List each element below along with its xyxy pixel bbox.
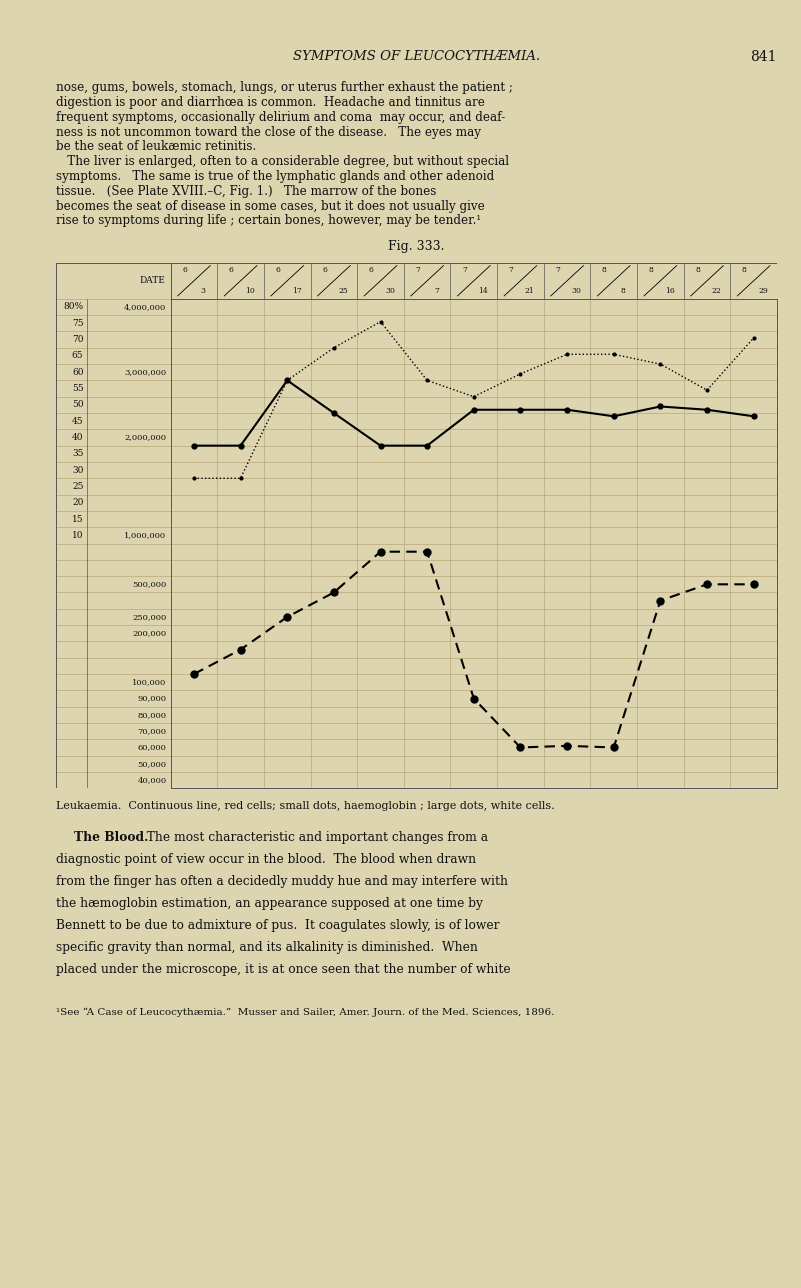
Text: tissue.   (See Plate XVIII.–C, Fig. 1.)   The marrow of the bones: tissue. (See Plate XVIII.–C, Fig. 1.) Th… xyxy=(56,185,437,198)
Text: 8: 8 xyxy=(695,267,700,274)
Text: 6: 6 xyxy=(182,267,187,274)
Text: specific gravity than normal, and its alkalinity is diminished.  When: specific gravity than normal, and its al… xyxy=(56,942,478,954)
Text: 7: 7 xyxy=(434,287,439,295)
Text: 200,000: 200,000 xyxy=(132,630,167,638)
Text: SYMPTOMS OF LEUCOCYTHÆMIA.: SYMPTOMS OF LEUCOCYTHÆMIA. xyxy=(293,50,540,63)
Text: diagnostic point of view occur in the blood.  The blood when drawn: diagnostic point of view occur in the bl… xyxy=(56,853,477,866)
Text: 100,000: 100,000 xyxy=(132,679,167,687)
Text: The Blood.: The Blood. xyxy=(74,831,148,844)
Text: 21: 21 xyxy=(525,287,534,295)
Text: the hæmoglobin estimation, an appearance supposed at one time by: the hæmoglobin estimation, an appearance… xyxy=(56,896,483,911)
Text: The liver is enlarged, often to a considerable degree, but without special: The liver is enlarged, often to a consid… xyxy=(56,156,509,169)
Text: placed under the microscope, it is at once seen that the number of white: placed under the microscope, it is at on… xyxy=(56,963,511,976)
Text: 10: 10 xyxy=(72,531,83,540)
Text: 35: 35 xyxy=(72,450,83,459)
Text: 3,000,000: 3,000,000 xyxy=(124,368,167,376)
Text: 20: 20 xyxy=(72,498,83,507)
Text: 40: 40 xyxy=(72,433,83,442)
Text: 50,000: 50,000 xyxy=(138,760,167,768)
Text: 30: 30 xyxy=(385,287,395,295)
Text: 60,000: 60,000 xyxy=(138,743,167,751)
Text: 6: 6 xyxy=(322,267,327,274)
Text: 1,000,000: 1,000,000 xyxy=(124,532,167,540)
Text: 7: 7 xyxy=(555,267,560,274)
Text: digestion is poor and diarrhœa is common.  Headache and tinnitus are: digestion is poor and diarrhœa is common… xyxy=(56,97,485,109)
Text: 30: 30 xyxy=(72,466,83,474)
Text: 50: 50 xyxy=(72,401,83,410)
Text: 6: 6 xyxy=(276,267,280,274)
Text: 70: 70 xyxy=(72,335,83,344)
Text: ness is not uncommon toward the close of the disease.   The eyes may: ness is not uncommon toward the close of… xyxy=(56,126,481,139)
Text: frequent symptoms, occasionally delirium and coma  may occur, and deaf-: frequent symptoms, occasionally delirium… xyxy=(56,111,505,124)
Text: The most characteristic and important changes from a: The most characteristic and important ch… xyxy=(139,831,488,844)
Text: 7: 7 xyxy=(416,267,421,274)
Text: symptoms.   The same is true of the lymphatic glands and other adenoid: symptoms. The same is true of the lympha… xyxy=(56,170,494,183)
Text: 7: 7 xyxy=(509,267,513,274)
Text: 500,000: 500,000 xyxy=(132,581,167,589)
Text: ¹See “A Case of Leucocythæmia.”  Musser and Sailer, Amer. Journ. of the Med. Sci: ¹See “A Case of Leucocythæmia.” Musser a… xyxy=(56,1007,554,1016)
Text: Bennett to be due to admixture of pus.  It coagulates slowly, is of lower: Bennett to be due to admixture of pus. I… xyxy=(56,920,500,933)
Text: 75: 75 xyxy=(72,319,83,327)
Text: 14: 14 xyxy=(478,287,488,295)
Text: 8: 8 xyxy=(602,267,607,274)
Text: 22: 22 xyxy=(711,287,721,295)
Text: 8: 8 xyxy=(742,267,747,274)
Text: 29: 29 xyxy=(758,287,768,295)
Text: 841: 841 xyxy=(751,50,777,63)
Text: 45: 45 xyxy=(72,417,83,425)
Text: 10: 10 xyxy=(245,287,255,295)
Text: 60: 60 xyxy=(72,368,83,376)
Text: nose, gums, bowels, stomach, lungs, or uterus further exhaust the patient ;: nose, gums, bowels, stomach, lungs, or u… xyxy=(56,81,513,94)
Text: Fig. 333.: Fig. 333. xyxy=(388,240,445,252)
Text: from the finger has often a decidedly muddy hue and may interfere with: from the finger has often a decidedly mu… xyxy=(56,875,508,887)
Text: Leukaemia.  Continuous line, red cells; small dots, haemoglobin ; large dots, wh: Leukaemia. Continuous line, red cells; s… xyxy=(56,801,555,811)
Text: 4,000,000: 4,000,000 xyxy=(124,303,167,310)
Text: 80%: 80% xyxy=(63,303,83,312)
Text: 7: 7 xyxy=(462,267,467,274)
Text: 65: 65 xyxy=(72,352,83,361)
Text: 17: 17 xyxy=(292,287,301,295)
Text: 30: 30 xyxy=(571,287,582,295)
Text: 2,000,000: 2,000,000 xyxy=(124,434,167,442)
Text: 3: 3 xyxy=(201,287,206,295)
Text: 16: 16 xyxy=(665,287,674,295)
Text: 6: 6 xyxy=(368,267,373,274)
Text: rise to symptoms during life ; certain bones, however, may be tender.¹: rise to symptoms during life ; certain b… xyxy=(56,215,481,228)
Text: be the seat of leukæmic retinitis.: be the seat of leukæmic retinitis. xyxy=(56,140,256,153)
Text: 90,000: 90,000 xyxy=(138,694,167,702)
Text: DATE: DATE xyxy=(139,277,165,285)
Text: 6: 6 xyxy=(229,267,234,274)
Text: 8: 8 xyxy=(621,287,626,295)
Text: 25: 25 xyxy=(338,287,348,295)
Text: 8: 8 xyxy=(649,267,654,274)
Text: 40,000: 40,000 xyxy=(137,777,167,784)
Text: 70,000: 70,000 xyxy=(138,728,167,735)
Text: 250,000: 250,000 xyxy=(132,613,167,621)
Text: 55: 55 xyxy=(72,384,83,393)
Text: 25: 25 xyxy=(72,482,83,491)
Text: 15: 15 xyxy=(72,515,83,523)
Text: 80,000: 80,000 xyxy=(138,711,167,719)
Text: becomes the seat of disease in some cases, but it does not usually give: becomes the seat of disease in some case… xyxy=(56,200,485,213)
